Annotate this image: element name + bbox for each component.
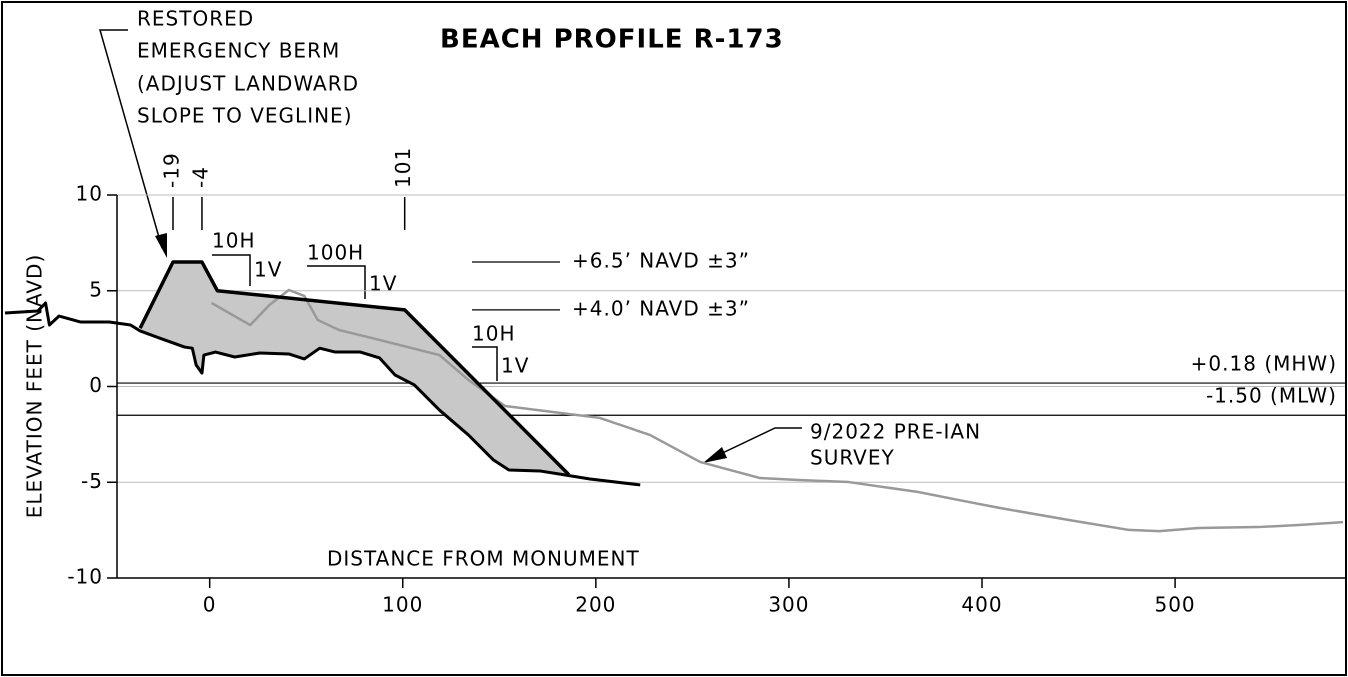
station-label: 101 [391,147,415,188]
berm-leader [99,29,163,249]
design-label: +6.5’ NAVD ±3” [572,249,750,273]
x-tick-label: 500 [1154,593,1195,617]
berm-fill [140,262,569,475]
berm-note: EMERGENCY BERM [137,39,340,63]
arrowhead [155,233,167,258]
x-tick-label: 100 [382,593,423,617]
x-tick-label: 200 [575,593,616,617]
x-tick-label: 300 [768,593,809,617]
profile-line [138,260,571,476]
y-tick-label: 10 [76,182,103,206]
y-tick-label: 5 [89,277,103,301]
berm-note: (ADJUST LANDWARD [137,72,359,96]
x-axis-label: DISTANCE FROM MONUMENT [327,547,640,571]
slope-label: 1V [501,354,529,378]
slope-mark [212,254,251,286]
arrowhead [703,447,727,463]
station-label: -4 [188,166,212,188]
slope-label: 10H [472,322,516,346]
y-tick-label: -10 [67,565,103,589]
slope-label: 1V [254,258,282,282]
slope-label: 10H [212,229,256,253]
berm-note: SLOPE TO VEGLINE) [137,104,353,128]
survey-note: SURVEY [810,446,895,470]
berm-note: RESTORED [137,7,254,31]
y-axis-label: ELEVATION FEET (NAVD) [23,254,47,519]
slope-label: 1V [369,272,397,296]
x-tick-label: 400 [961,593,1002,617]
station-label: -19 [159,152,183,188]
survey-leader [711,427,802,459]
slope-label: 100H [307,241,364,265]
reference-label: +0.18 (MHW) [1191,352,1337,376]
reference-label: -1.50 (MLW) [1206,384,1337,408]
profile-line [210,288,1344,533]
y-tick-label: 0 [89,373,103,397]
survey-note: 9/2022 PRE-IAN [810,420,981,444]
design-label: +4.0’ NAVD ±3” [572,296,750,320]
chart-title: BEACH PROFILE R-173 [440,25,784,55]
y-tick-label: -5 [81,469,103,493]
slope-mark [307,265,366,299]
slope-mark [472,346,498,381]
profile-line [4,301,641,487]
x-tick-label: 0 [203,593,217,617]
